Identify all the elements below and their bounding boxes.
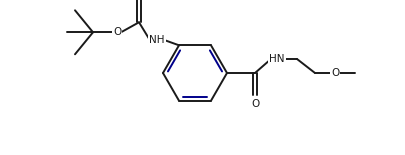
Text: O: O xyxy=(331,68,339,78)
Text: HN: HN xyxy=(269,54,285,64)
Text: O: O xyxy=(113,27,121,37)
Text: O: O xyxy=(251,99,259,109)
Text: NH: NH xyxy=(149,35,165,45)
